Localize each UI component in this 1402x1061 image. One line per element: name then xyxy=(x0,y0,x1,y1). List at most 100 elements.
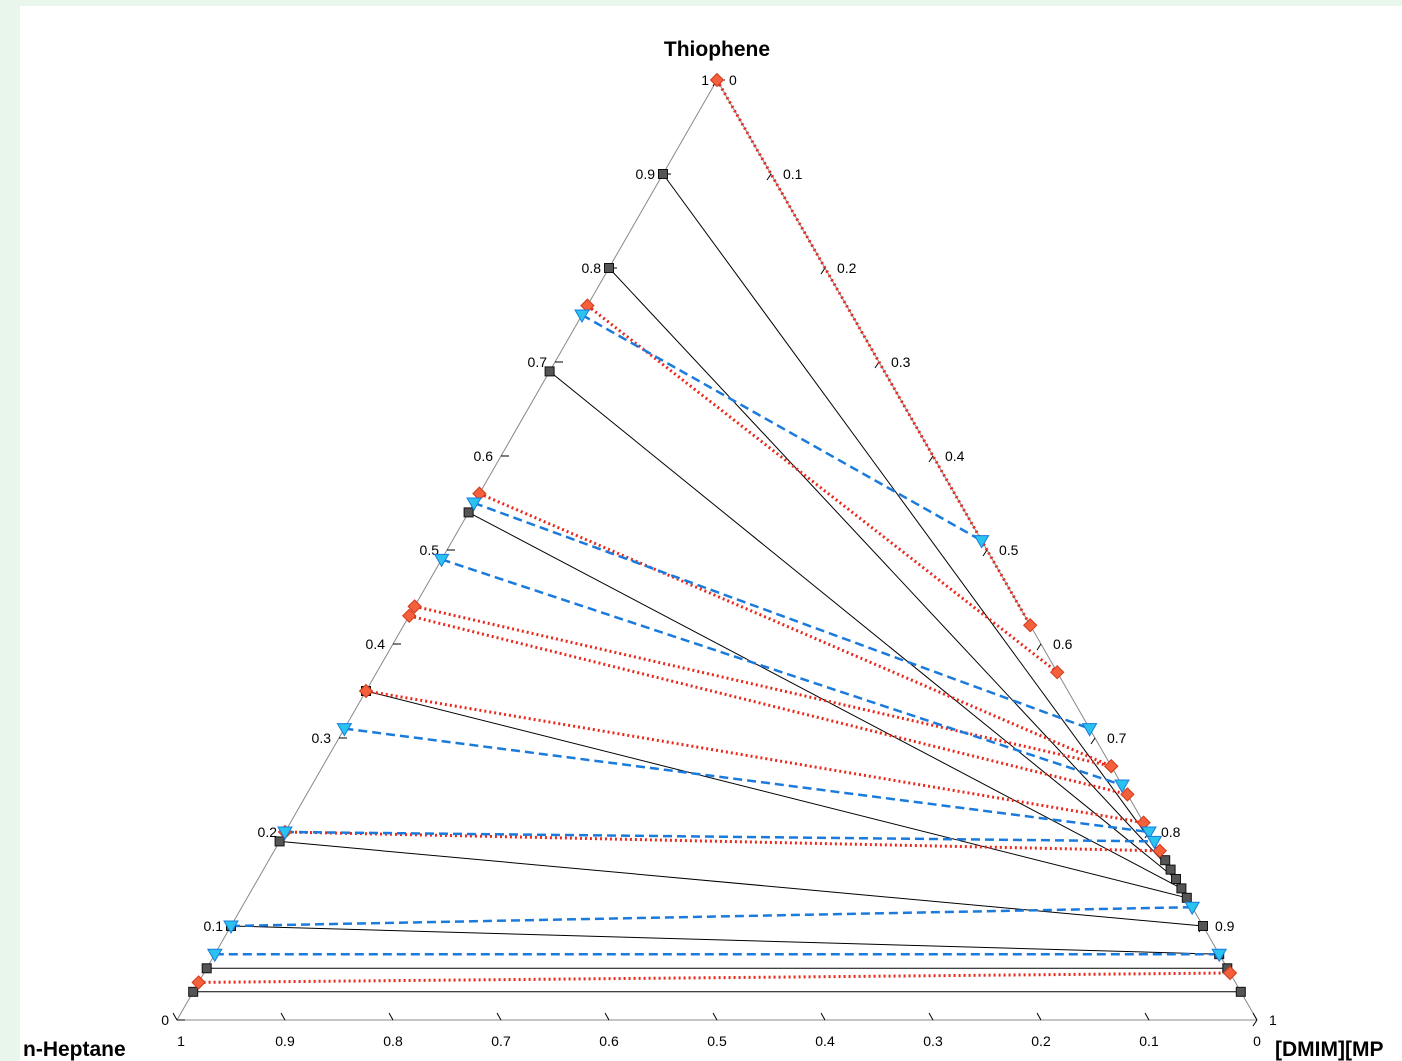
series-dotted-red-raffinate-marker xyxy=(401,608,417,624)
series-dotted-red-tie-line xyxy=(198,971,1231,984)
right-tick-label: 0.4 xyxy=(945,448,965,464)
right-tick xyxy=(820,267,826,275)
axis-ticks: 0010.10.10.90.20.20.80.30.30.70.40.40.60… xyxy=(161,72,1277,1049)
bottom-tick xyxy=(712,1012,718,1021)
right-tick-label: 0.2 xyxy=(837,260,857,276)
bottom-tick xyxy=(1036,1012,1042,1021)
series-solid-black-extract-marker xyxy=(1176,883,1187,894)
left-tick-label: 0.6 xyxy=(474,448,494,464)
left-tick-label: 0.4 xyxy=(366,636,386,652)
left-tick-label: 1 xyxy=(701,72,709,88)
left-tick-label: 0.2 xyxy=(258,824,278,840)
series-solid-black-extract-marker xyxy=(1181,892,1192,903)
left-tick-label: 0.9 xyxy=(636,166,656,182)
right-tick-label: 0 xyxy=(729,72,737,88)
series-dashed-blue-extract-marker xyxy=(1141,826,1157,840)
bottom-tick-label: 0.7 xyxy=(491,1033,511,1049)
bottom-tick xyxy=(172,1012,178,1021)
series-dashed-blue-raffinate-marker xyxy=(336,723,353,737)
series-solid-black-raffinate-marker xyxy=(544,366,555,377)
series-dotted-red-extract-marker xyxy=(1222,965,1238,981)
left-vertex-label: n-Heptane xyxy=(23,1038,126,1061)
series-dashed-blue-extract-marker xyxy=(1146,835,1163,850)
series-solid-black-extract-marker xyxy=(1165,864,1176,875)
series-dotted-red-tie-line xyxy=(586,304,1059,674)
tie-lines xyxy=(193,79,1241,993)
data-markers xyxy=(188,72,1246,997)
series-dashed-blue-extract-marker xyxy=(1211,948,1228,963)
right-tick-label: 0.9 xyxy=(1215,918,1235,934)
series-dashed-blue-extract-marker xyxy=(1081,723,1098,737)
bottom-tick xyxy=(388,1012,394,1021)
bottom-tick-label: 0.5 xyxy=(707,1033,727,1049)
right-tick xyxy=(766,173,772,181)
series-dotted-red-extract-marker xyxy=(1103,758,1119,774)
right-tick-label: 0.1 xyxy=(783,166,803,182)
bottom-tick xyxy=(820,1012,826,1021)
left-tick-label: 0.1 xyxy=(204,918,224,934)
series-dashed-blue-raffinate-marker xyxy=(466,497,482,511)
right-tick-label: 0.3 xyxy=(891,354,911,370)
series-solid-black-tie-line xyxy=(279,840,1204,927)
series-solid-black-tie-line xyxy=(608,267,1171,870)
series-solid-black-extract-marker xyxy=(1171,874,1181,884)
right-tick-label: 0.6 xyxy=(1053,636,1073,652)
series-solid-black-raffinate-marker xyxy=(274,836,285,847)
series-dashed-blue-raffinate-marker xyxy=(574,309,590,323)
series-dotted-red-raffinate-marker xyxy=(407,599,422,614)
series-solid-black-tie-line xyxy=(549,371,1177,880)
series-dotted-red-extract-marker xyxy=(1120,787,1135,802)
series-solid-black-raffinate-marker xyxy=(658,169,668,179)
series-solid-black-raffinate-marker xyxy=(188,986,199,997)
series-solid-black-raffinate-marker xyxy=(604,263,614,273)
series-dashed-blue-raffinate-marker xyxy=(433,553,450,568)
series-dotted-red-extract-marker xyxy=(1049,664,1065,680)
bottom-tick xyxy=(496,1012,502,1021)
right-tick-label: 0.8 xyxy=(1161,824,1181,840)
series-solid-black-tie-line xyxy=(230,925,1220,955)
series-solid-black-tie-line xyxy=(662,173,1166,861)
bottom-tick xyxy=(928,1012,934,1021)
right-tick-label: 0.7 xyxy=(1107,730,1127,746)
series-dashed-blue-tie-line xyxy=(473,501,1091,730)
series-dotted-red-raffinate-marker xyxy=(191,975,206,990)
series-solid-black-extract-marker xyxy=(1198,921,1208,931)
bottom-tick-label: 0.1 xyxy=(1139,1033,1159,1049)
right-tick-label: 0.5 xyxy=(999,542,1019,558)
series-dashed-blue-raffinate-marker xyxy=(223,920,239,934)
series-dotted-red-tie-line xyxy=(365,689,1144,825)
series-dotted-red-tie-line xyxy=(284,830,1160,853)
series-solid-black-extract-marker xyxy=(1235,986,1246,997)
left-tick-label: 0 xyxy=(161,1012,169,1028)
bottom-tick-label: 0 xyxy=(1253,1033,1261,1049)
series-dashed-blue-tie-line xyxy=(441,558,1123,787)
left-tick-label: 0.8 xyxy=(582,260,602,276)
bottom-tick xyxy=(604,1012,610,1021)
triangle-frame xyxy=(176,79,1258,1021)
series-dotted-red-extract-marker xyxy=(1022,617,1038,633)
series-dashed-blue-raffinate-marker xyxy=(206,948,223,963)
series-dashed-blue-tie-line xyxy=(230,905,1193,928)
bottom-tick xyxy=(1252,1012,1258,1021)
ternary-chart: 0010.10.10.90.20.20.80.30.30.70.40.40.60… xyxy=(23,38,1383,1061)
series-dotted-red-raffinate-marker xyxy=(709,72,725,88)
series-solid-black-raffinate-marker xyxy=(463,507,474,518)
chart-panel: 0 0 1 0.1 0.1 0.9 0.2 0.2 0.8 0.3 0.3 0.7 0.4 0.4 0.6 0… xyxy=(20,6,1402,1061)
series-solid-black-tie-line xyxy=(365,690,1187,899)
series-solid-black-extract-marker xyxy=(1160,855,1171,866)
left-tick-label: 0.3 xyxy=(312,730,332,746)
series-dashed-blue-raffinate-marker xyxy=(277,826,293,840)
bottom-tick-label: 0.4 xyxy=(815,1033,835,1049)
series-dashed-blue-extract-marker xyxy=(973,535,990,549)
series-dashed-blue-tie-line xyxy=(284,830,1155,843)
series-dotted-red-extract-marker xyxy=(1152,843,1168,859)
bottom-tick-label: 0.9 xyxy=(275,1033,295,1049)
series-dashed-blue-extract-marker xyxy=(1114,779,1130,793)
bottom-tick-label: 1 xyxy=(177,1033,185,1049)
series-dashed-blue-tie-line xyxy=(344,727,1150,834)
right-tick xyxy=(1090,737,1096,745)
left-tick-label: 0.7 xyxy=(528,354,548,370)
top-vertex-label: Thiophene xyxy=(664,38,770,61)
series-dotted-red-raffinate-marker xyxy=(358,683,374,699)
right-vertex-label: [DMIM][MP xyxy=(1275,1038,1383,1061)
